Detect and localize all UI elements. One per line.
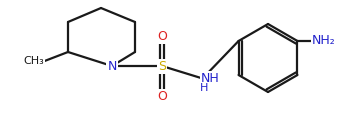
Text: NH₂: NH₂ (312, 35, 335, 48)
Text: CH₃: CH₃ (24, 56, 44, 66)
Text: NH: NH (201, 71, 220, 85)
Text: H: H (200, 83, 208, 93)
Text: S: S (158, 59, 166, 72)
Text: N: N (107, 59, 117, 72)
Text: O: O (157, 89, 167, 102)
Text: O: O (157, 29, 167, 42)
